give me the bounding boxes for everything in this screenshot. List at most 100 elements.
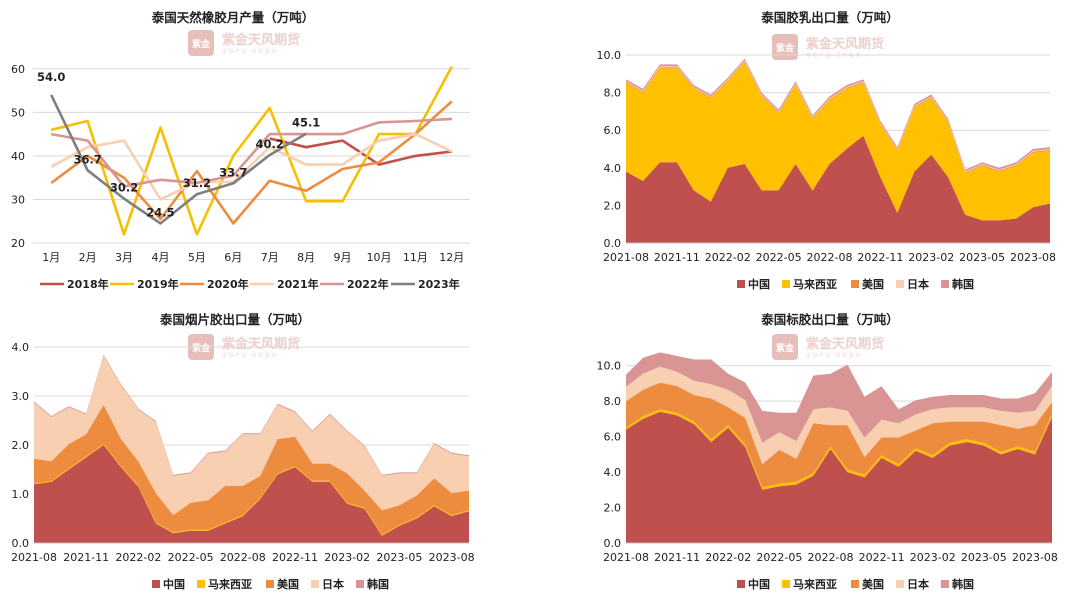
panel-latex-export: 泰国胶乳出口量（万吨） 紫金 紫金天风期货金 融 产 品 · 研 究 服 务 0.0 2… [540, 0, 1080, 302]
x-tick-label: 8月 [297, 251, 315, 264]
x-tick-label: 11月 [403, 251, 428, 264]
legend-label: 韩国 [367, 577, 389, 591]
x-tick-label: 2022-05 [168, 551, 214, 564]
data-label: 54.0 [37, 70, 65, 84]
legend-label: 马来西亚 [208, 577, 252, 591]
legend-swatch-中国 [737, 580, 745, 588]
x-tick-label: 2022-02 [115, 551, 161, 564]
legend-swatch-韩国 [356, 580, 364, 588]
watermark-seal-text: 紫金 [192, 38, 211, 50]
watermark-seal-text: 紫金 [776, 342, 795, 354]
watermark-seal [188, 30, 214, 56]
x-tick-label: 2022-05 [756, 251, 802, 264]
y-tick-label: 40 [11, 150, 25, 163]
x-tick-label: 2021-08 [603, 251, 649, 264]
legend-swatch-日本 [896, 280, 904, 288]
y-tick-label: 10.0 [597, 49, 622, 62]
legend-label: 美国 [862, 577, 884, 591]
x-tick-label: 2021-08 [11, 551, 57, 564]
x-tick-label: 9月 [334, 251, 352, 264]
panel-rss-export: 泰国烟片胶出口量（万吨） 紫金 紫金天风期货金 融 产 品 · 研 究 服 务 0.0… [0, 302, 540, 605]
x-tick-label: 2021-11 [654, 551, 700, 564]
area-series-中国 [34, 445, 469, 543]
legend-swatch-日本 [311, 580, 319, 588]
legend-swatch-日本 [896, 580, 904, 588]
area-series-中国 [626, 135, 1050, 243]
x-tick-label: 2022-11 [857, 251, 903, 264]
x-tick-label: 2022-02 [705, 251, 751, 264]
watermark-seal [772, 334, 798, 360]
legend-swatch-韩国 [941, 280, 949, 288]
x-tick-label: 2022-08 [807, 251, 853, 264]
legend-swatch-马来西亚 [197, 580, 205, 588]
x-tick-label: 2023-08 [429, 551, 475, 564]
legend-label: 马来西亚 [793, 277, 837, 291]
area-series-韩国 [626, 352, 1052, 443]
x-tick-label: 2022-05 [756, 551, 802, 564]
y-tick-label: 4.0 [12, 341, 30, 354]
legend-swatch-中国 [152, 580, 160, 588]
legend-label: 2022年 [347, 277, 389, 291]
y-tick-label: 6.0 [604, 431, 622, 444]
y-tick-label: 0.0 [604, 537, 622, 550]
x-tick-label: 3月 [115, 251, 133, 264]
watermark-sub: 金 融 产 品 · 研 究 服 务 [222, 48, 276, 55]
chart-title: 泰国胶乳出口量（万吨） [760, 10, 899, 25]
x-tick-label: 2021-11 [63, 551, 109, 564]
x-tick-label: 10月 [366, 251, 391, 264]
y-tick-label: 2.0 [12, 439, 30, 452]
data-label: 36.7 [73, 152, 101, 166]
chart-title: 泰国天然橡胶月产量（万吨） [151, 10, 315, 25]
watermark-sub: 金 融 产 品 · 研 究 服 务 [222, 352, 276, 359]
data-label: 45.1 [292, 116, 320, 130]
legend-swatch-马来西亚 [782, 280, 790, 288]
x-tick-label: 2022-08 [220, 551, 266, 564]
chart-title: 泰国烟片胶出口量（万吨） [159, 312, 310, 327]
series-line-2022年 [50, 117, 452, 188]
x-tick-label: 2023-05 [961, 551, 1007, 564]
x-tick-label: 6月 [224, 251, 242, 264]
legend-label: 马来西亚 [793, 577, 837, 591]
watermark-seal [772, 34, 798, 60]
x-tick-label: 12月 [439, 251, 464, 264]
y-tick-label: 2.0 [604, 502, 622, 515]
x-tick-label: 2月 [79, 251, 97, 264]
y-tick-label: 20 [11, 237, 25, 250]
area-series-马来西亚 [626, 62, 1050, 221]
watermark-seal-text: 紫金 [776, 42, 795, 54]
watermark-brand: 紫金天风期货 [806, 336, 884, 352]
series-line-2019年 [50, 65, 453, 236]
y-tick-label: 2.0 [604, 199, 622, 212]
x-tick-label: 2021-11 [654, 251, 700, 264]
y-tick-label: 50 [11, 106, 25, 119]
y-tick-label: 4.0 [604, 466, 622, 479]
y-tick-label: 60 [11, 63, 25, 76]
legend-label: 韩国 [952, 577, 974, 591]
y-tick-label: 6.0 [604, 124, 622, 137]
area-series-日本 [34, 355, 469, 516]
panel-tsr-export: 泰国标胶出口量（万吨） 紫金 紫金天风期货金 融 产 品 · 研 究 服 务 0.0 2… [540, 302, 1080, 605]
legend-label: 中国 [748, 277, 770, 291]
x-tick-label: 2023-02 [910, 551, 956, 564]
watermark-sub: 金 融 产 品 · 研 究 服 务 [806, 352, 860, 359]
series-line-2023年 [50, 94, 307, 225]
y-tick-label: 30 [11, 193, 25, 206]
legend-label: 中国 [163, 577, 185, 591]
watermark-seal-text: 紫金 [192, 342, 211, 354]
series-line-2021年 [50, 132, 453, 201]
y-tick-label: 4.0 [604, 162, 622, 175]
legend-swatch-韩国 [941, 580, 949, 588]
x-tick-label: 2022-11 [859, 551, 905, 564]
x-tick-label: 2023-08 [1010, 251, 1056, 264]
x-tick-label: 2022-11 [272, 551, 318, 564]
legend-swatch-美国 [266, 580, 274, 588]
watermark-brand: 紫金天风期货 [222, 336, 300, 352]
data-label: 31.2 [183, 176, 211, 190]
x-tick-label: 2023-08 [1012, 551, 1058, 564]
area-series-中国 [626, 411, 1052, 543]
watermark-brand: 紫金天风期货 [222, 32, 300, 48]
legend-label: 2020年 [207, 277, 249, 291]
